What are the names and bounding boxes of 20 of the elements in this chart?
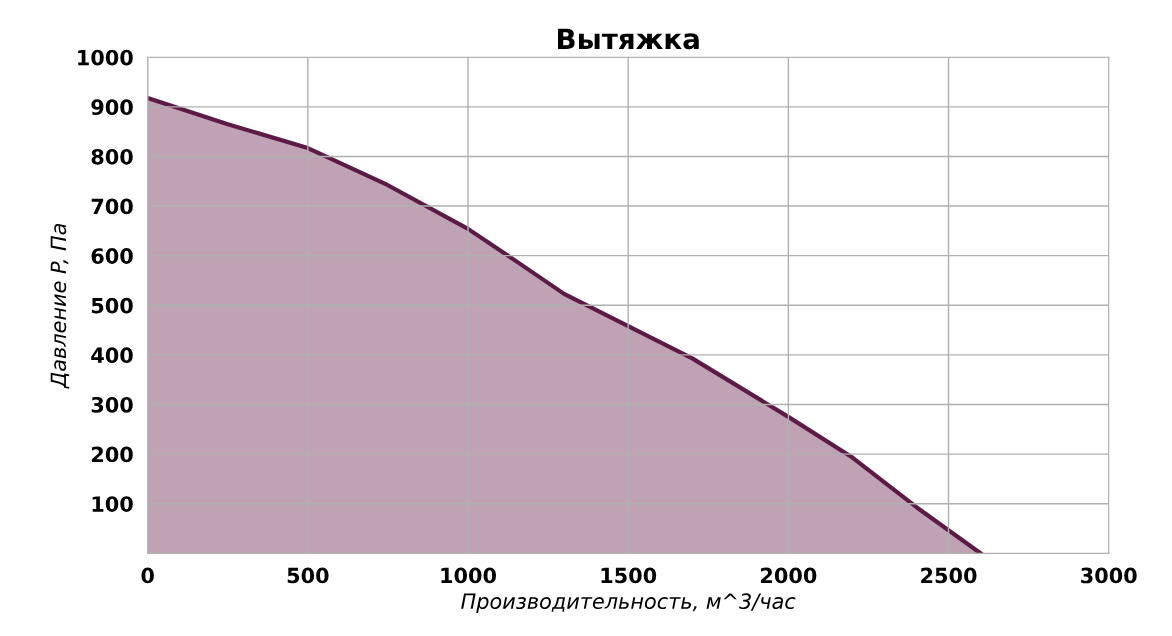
y-tick-label: 300 (91, 396, 133, 413)
y-axis-title: Давление P, Па (50, 223, 70, 389)
x-tick-label: 1500 (601, 567, 657, 584)
y-tick-label: 600 (91, 248, 133, 264)
x-axis-title: Производительность, м^3/час (461, 593, 796, 614)
y-tick-label: 500 (91, 297, 133, 314)
y-tick-label: 800 (91, 148, 133, 165)
x-tick-label: 1000 (441, 567, 497, 584)
x-tick-label: 3000 (1081, 567, 1137, 584)
y-tick-label: 400 (91, 347, 133, 364)
x-tick-label: 2500 (921, 567, 977, 584)
y-tick-label: 200 (91, 446, 133, 463)
y-tick-label: 1000 (78, 49, 133, 66)
y-tick-label: 100 (92, 496, 133, 512)
y-tick-label: 700 (91, 198, 133, 215)
x-tick-label: 500 (287, 567, 329, 584)
y-tick-label: 900 (91, 99, 133, 116)
x-tick-label: 0 (141, 567, 154, 584)
chart-title: Вытяжка (558, 28, 699, 50)
x-tick-label: 2000 (761, 567, 817, 584)
